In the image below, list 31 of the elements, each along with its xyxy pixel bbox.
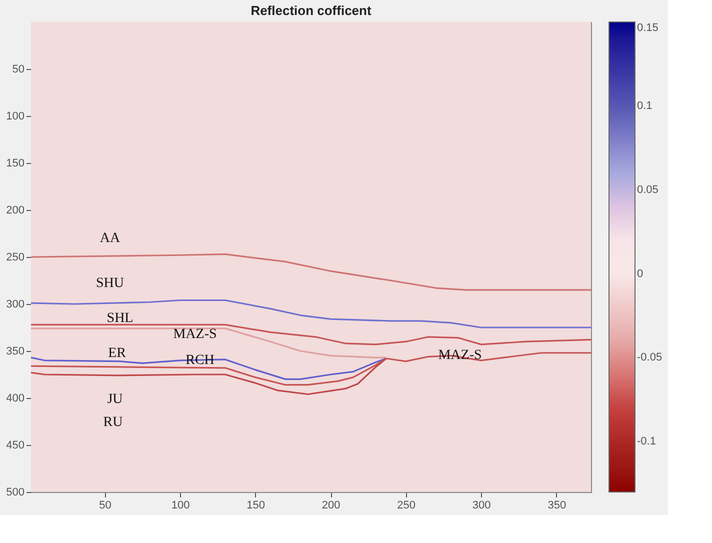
y-tick-label: 500 (6, 486, 24, 498)
x-tick-label: 250 (397, 500, 416, 512)
chart-title: Reflection cofficent (250, 3, 372, 18)
x-tick-label: 150 (246, 500, 265, 512)
color-bar-label: -0.05 (637, 352, 662, 364)
annotation: SHU (96, 276, 124, 291)
annotation: AA (100, 231, 121, 246)
color-bar-label: 0.15 (637, 22, 658, 34)
annotation: JU (107, 392, 123, 407)
x-tick-label: 100 (171, 500, 190, 512)
color-bar-label: -0.1 (637, 436, 656, 448)
y-tick-label: 300 (6, 298, 24, 310)
annotation: MAZ-S (173, 327, 217, 342)
x-tick-label: 300 (472, 500, 491, 512)
color-bar-label: 0.05 (637, 184, 658, 196)
color-bar-label: 0 (637, 268, 644, 280)
y-tick-label: 350 (6, 346, 24, 358)
y-tick-label: 50 (12, 64, 24, 76)
y-tick-label: 100 (6, 110, 24, 122)
y-tick-label: 400 (6, 392, 24, 404)
annotation: RU (103, 415, 123, 430)
color-bar-label: 0.1 (637, 100, 652, 112)
annotation: SHL (106, 311, 134, 326)
x-tick-label: 200 (322, 500, 340, 512)
y-tick-label: 450 (6, 440, 24, 452)
x-tick-label: 350 (548, 500, 566, 512)
annotation: ER (108, 346, 127, 361)
y-tick-label: 250 (6, 252, 24, 264)
y-tick-label: 200 (6, 204, 24, 216)
x-tick-label: 50 (99, 500, 112, 512)
y-tick-label: 150 (6, 158, 24, 170)
